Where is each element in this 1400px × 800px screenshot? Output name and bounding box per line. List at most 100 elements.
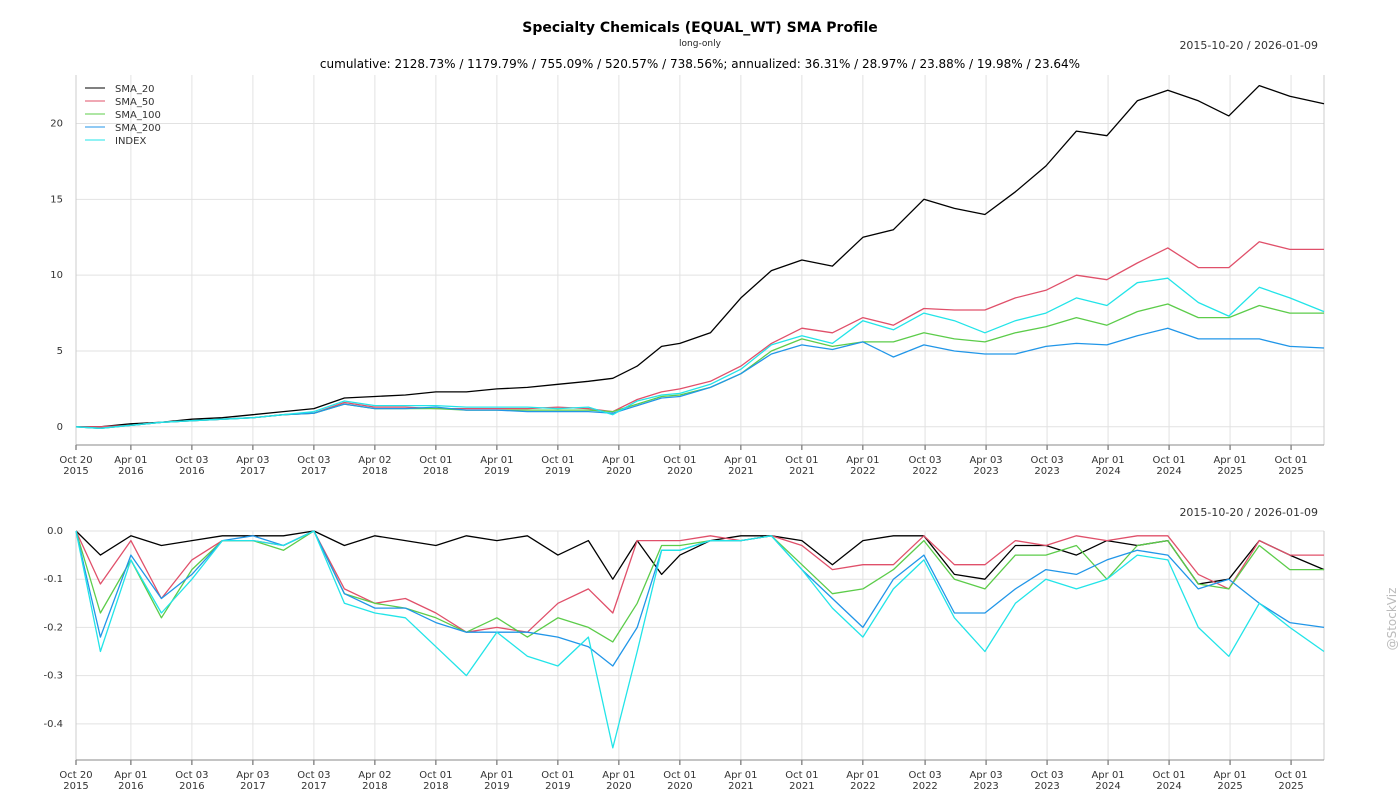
series-line-sma-200 [75,530,1325,667]
x-tick-label: Apr 01 [724,455,757,466]
x-tick-label: 2024 [1095,466,1120,477]
y-tick-label: -0.3 [43,671,63,682]
x-tick-label: Oct 20 [59,770,92,781]
x-tick-label: 2022 [912,781,937,792]
x-tick-label: 2021 [728,466,753,477]
x-tick-label: Apr 01 [602,770,635,781]
x-tick-label: Oct 03 [908,455,941,466]
y-tick-label: 10 [50,270,63,281]
y-tick-label: -0.4 [43,719,63,730]
x-tick-label: 2018 [423,466,448,477]
x-tick-label: 2023 [973,466,998,477]
x-tick-label: Apr 01 [1091,455,1124,466]
x-tick-label: Oct 03 [1030,770,1063,781]
legend: SMA_20 SMA_50 SMA_100 SMA_200 INDEX [85,84,161,147]
x-tick-label: Apr 03 [236,770,269,781]
series-line-sma-50 [76,241,1324,428]
y-tick-label: 0 [57,422,63,433]
x-tick-label: 2023 [973,781,998,792]
x-tick-label: 2017 [240,781,265,792]
x-tick-label: Oct 01 [419,455,452,466]
x-tick-label: 2016 [118,466,143,477]
return-stats: cumulative: 2128.73% / 1179.79% / 755.09… [319,57,1081,71]
x-tick-label: Apr 01 [480,770,513,781]
x-tick-label: Apr 01 [846,455,879,466]
x-tick-label: 2017 [301,466,326,477]
x-tick-label: 2019 [484,466,509,477]
x-tick-label: Apr 01 [114,770,147,781]
legend-label: SMA_20 [115,84,155,95]
x-tick-label: Oct 01 [663,770,696,781]
x-tick-label: Apr 01 [724,770,757,781]
x-tick-label: Oct 03 [1030,455,1063,466]
x-tick-label: Oct 01 [1274,770,1307,781]
y-tick-label: 15 [50,194,63,205]
x-tick-label: 2020 [606,466,631,477]
x-tick-label: 2023 [1034,781,1059,792]
x-tick-label: Apr 01 [480,455,513,466]
x-tick-label: 2020 [606,781,631,792]
x-tick-label: Oct 03 [175,455,208,466]
x-tick-label: 2017 [240,466,265,477]
x-tick-label: 2025 [1217,466,1242,477]
x-tick-label: Oct 01 [663,455,696,466]
x-tick-label: 2018 [362,781,387,792]
y-tick-label: -0.2 [43,622,63,633]
x-tick-label: 2017 [301,781,326,792]
series-line-sma-100 [75,530,1324,643]
x-tick-label: Oct 01 [785,455,818,466]
x-tick-label: 2019 [484,781,509,792]
x-tick-label: Oct 01 [1274,455,1307,466]
x-tick-label: 2024 [1095,781,1120,792]
chart-title: Specialty Chemicals (EQUAL_WT) SMA Profi… [522,20,878,36]
x-tick-label: Oct 20 [59,455,92,466]
x-tick-label: 2025 [1278,466,1303,477]
x-tick-label: Apr 01 [114,455,147,466]
x-tick-label: 2018 [423,781,448,792]
x-tick-label: Oct 01 [541,455,574,466]
x-tick-label: 2024 [1156,466,1181,477]
x-tick-label: 2019 [545,466,570,477]
series-line-sma-20 [76,84,1325,428]
series-line-index [75,277,1325,429]
legend-label: SMA_200 [115,123,161,134]
x-tick-label: 2015 [63,781,88,792]
x-tick-label: 2024 [1156,781,1181,792]
x-tick-label: 2022 [850,466,875,477]
x-tick-label: Apr 01 [1213,455,1246,466]
x-tick-label: Apr 03 [969,455,1002,466]
x-tick-label: 2019 [545,781,570,792]
x-tick-label: Apr 03 [236,455,269,466]
y-tick-label: 5 [57,346,63,357]
x-tick-label: 2021 [789,781,814,792]
y-tick-label: 20 [50,119,63,130]
x-tick-label: Apr 02 [358,455,391,466]
date-range-top: 2015-10-20 / 2026-01-09 [1179,39,1318,52]
x-tick-label: 2018 [362,466,387,477]
date-range-bottom: 2015-10-20 / 2026-01-09 [1179,506,1318,519]
y-tick-label: 0.0 [47,526,63,537]
x-tick-label: 2025 [1278,781,1303,792]
x-tick-label: Apr 01 [602,455,635,466]
x-tick-label: 2020 [667,466,692,477]
x-tick-label: Oct 03 [297,770,330,781]
legend-label: SMA_50 [115,97,155,108]
x-tick-label: Oct 01 [1152,770,1185,781]
x-tick-label: Oct 01 [785,770,818,781]
x-tick-label: Oct 01 [419,770,452,781]
x-tick-label: 2016 [179,466,204,477]
x-tick-label: 2015 [63,466,88,477]
x-tick-label: 2022 [850,781,875,792]
x-tick-label: Oct 01 [1152,455,1185,466]
chart-subtitle: long-only [679,39,721,49]
x-tick-label: Oct 03 [908,770,941,781]
x-tick-label: Apr 01 [1213,770,1246,781]
x-tick-label: 2021 [728,781,753,792]
legend-label: SMA_100 [115,110,161,121]
x-tick-label: 2016 [118,781,143,792]
x-tick-label: Oct 01 [541,770,574,781]
x-tick-label: 2025 [1217,781,1242,792]
x-tick-label: Apr 01 [1091,770,1124,781]
